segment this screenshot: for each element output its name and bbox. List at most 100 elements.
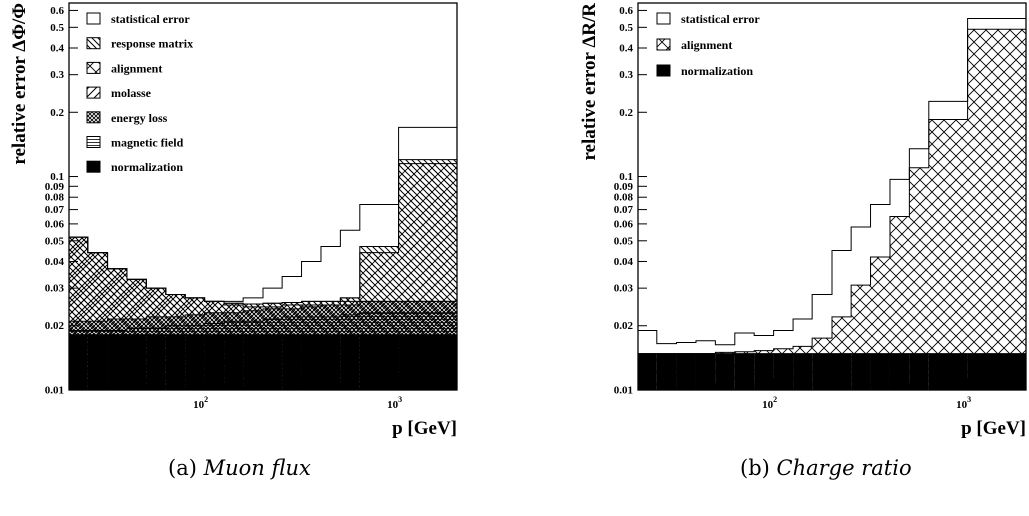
y-axis-label: relative error ΔΦ/Φ [9, 3, 30, 165]
legend-label-normalization: normalization [681, 64, 753, 78]
legend-label-statistical-error: statistical error [111, 12, 190, 26]
bar-normalization-6 [185, 335, 205, 390]
series-normalization [69, 335, 457, 390]
bar-normalization-11 [851, 353, 871, 390]
bar-normalization-12 [870, 353, 890, 390]
bar-normalization-16 [398, 335, 457, 390]
y-tick-label-2: 0.03 [614, 283, 634, 295]
bar-normalization-3 [695, 353, 716, 390]
legend-label-response-matrix: response matrix [111, 37, 193, 51]
y-tick-label-13: 0.5 [619, 22, 633, 34]
legend: statistical error alignment normalization [656, 12, 760, 78]
bar-normalization-9 [243, 335, 263, 390]
y-tick-label-10: 0.2 [50, 107, 64, 119]
series-alignment [638, 28, 1026, 390]
legend-label-normalization: normalization [111, 160, 183, 174]
bar-normalization-8 [793, 353, 813, 390]
bar-normalization-5 [165, 335, 186, 390]
legend-label-molasse: molasse [111, 86, 152, 100]
legend-label-statistical-error: statistical error [681, 12, 760, 26]
x-axis: 102 103 [637, 378, 1027, 411]
bar-normalization-0 [638, 353, 657, 390]
bar-normalization-1 [87, 335, 108, 390]
x-tick-label-0: 102 [762, 395, 777, 411]
bar-normalization-6 [754, 353, 774, 390]
bar-normalization-10 [832, 353, 852, 390]
bar-normalization-15 [359, 335, 399, 390]
y-tick-label-12: 0.4 [619, 43, 633, 55]
bar-alignment-13 [889, 216, 910, 390]
y-tick-label-6: 0.07 [614, 204, 634, 216]
legend-swatch-statistical-error [656, 12, 671, 25]
bar-normalization-12 [301, 335, 321, 390]
outline-alignment [638, 28, 1026, 355]
y-tick-label-2: 0.03 [45, 283, 65, 295]
y-axis: 0.01 0.02 0.03 0.04 0.05 0.06 0.070.080.090.1 0… [614, 5, 647, 397]
legend-swatch-energy-loss [86, 111, 101, 124]
bar-normalization-14 [909, 353, 929, 390]
bar-normalization-3 [126, 335, 147, 390]
y-tick-label-14: 0.6 [619, 5, 633, 17]
y-tick-label-11: 0.3 [50, 69, 64, 81]
y-tick-label-1: 0.02 [45, 320, 65, 332]
bar-normalization-10 [263, 335, 283, 390]
legend-swatch-normalization [86, 160, 101, 173]
outline-statistical-error [638, 17, 1026, 346]
y-tick-label-6: 0.07 [45, 204, 65, 216]
bar-alignment-15 [928, 119, 968, 390]
legend-swatch-alignment [86, 61, 101, 74]
x-axis: 102 103 [68, 378, 458, 411]
x-tick-label-1: 103 [956, 395, 971, 411]
legend-label-alignment: alignment [681, 38, 732, 52]
caption-charge-ratio: (b) Charge ratio [740, 456, 912, 480]
legend-swatch-alignment [656, 38, 671, 51]
y-tick-label-9: 0.1 [50, 171, 64, 183]
outline-magnetic-field [69, 312, 457, 331]
x-tick-label-1: 103 [387, 395, 402, 411]
bar-alignment-14 [909, 167, 929, 390]
bar-normalization-4 [146, 335, 166, 390]
chart-charge-ratio: 0.01 0.02 0.03 0.04 0.05 0.06 0.070.080.090.1 0… [579, 2, 1027, 439]
bar-normalization-11 [282, 335, 302, 390]
bar-normalization-8 [224, 335, 244, 390]
bar-normalization-13 [320, 335, 341, 390]
bar-normalization-13 [889, 353, 910, 390]
y-tick-label-14: 0.6 [50, 5, 64, 17]
legend-swatch-normalization [656, 64, 671, 77]
y-tick-label-8: 0.09 [45, 181, 65, 193]
legend-swatch-statistical-error [86, 12, 101, 25]
y-axis: 0.01 0.02 0.03 0.04 0.05 0.06 0.070.080.090.1 0… [45, 5, 78, 397]
legend-label-alignment: alignment [111, 61, 162, 75]
legend-label-magnetic-field: magnetic field [111, 136, 184, 150]
bar-alignment-16 [967, 29, 1026, 390]
y-tick-label-8: 0.09 [614, 181, 634, 193]
y-tick-label-7: 0.08 [614, 192, 634, 204]
y-tick-label-10: 0.2 [619, 107, 633, 119]
y-tick-label-11: 0.3 [619, 69, 633, 81]
y-tick-label-9: 0.1 [619, 171, 633, 183]
y-tick-label-1: 0.02 [614, 320, 634, 332]
y-tick-label-12: 0.4 [50, 43, 64, 55]
y-tick-label-13: 0.5 [50, 22, 64, 34]
y-axis-label: relative error ΔR/R [579, 3, 600, 161]
caption-muon-flux: (a) Muon flux [168, 456, 311, 480]
legend-label-energy-loss: energy loss [111, 111, 168, 125]
x-axis-label: p [GeV] [961, 418, 1026, 439]
bar-normalization-14 [340, 335, 360, 390]
y-tick-label-0: 0.01 [45, 385, 64, 397]
y-tick-label-3: 0.04 [614, 256, 634, 268]
y-tick-label-4: 0.05 [614, 235, 634, 247]
bar-normalization-7 [204, 335, 225, 390]
series-normalization [638, 353, 1026, 390]
bar-normalization-1 [656, 353, 677, 390]
bar-normalization-16 [967, 353, 1026, 390]
y-tick-label-5: 0.06 [45, 218, 65, 230]
bar-normalization-2 [676, 353, 696, 390]
outline-energy-loss [69, 300, 457, 322]
legend-swatch-magnetic-field [86, 136, 101, 148]
legend: statistical error response matrix alignmen… [86, 12, 193, 174]
bar-normalization-0 [69, 335, 88, 390]
y-tick-label-7: 0.08 [45, 192, 65, 204]
y-tick-label-3: 0.04 [45, 256, 65, 268]
